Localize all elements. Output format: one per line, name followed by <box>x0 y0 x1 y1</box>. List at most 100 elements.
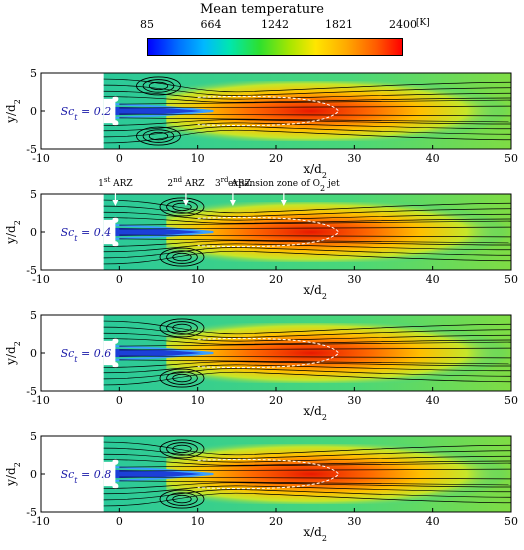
vortex-lower <box>166 492 198 506</box>
streamline <box>103 332 512 342</box>
y-tick-label: 5 <box>30 188 37 201</box>
colorbar-unit: [K] <box>416 18 430 28</box>
streamline <box>119 238 512 244</box>
flame-core <box>166 202 512 262</box>
x-tick-label: 0 <box>116 515 123 528</box>
vortex-upper <box>159 439 205 459</box>
zone-annotation-label: 3rd ARZ <box>215 176 251 189</box>
x-tick-label: 20 <box>269 273 283 286</box>
y-tick-label: -5 <box>26 264 37 277</box>
y-tick-label: 5 <box>30 67 37 80</box>
x-tick-label: 40 <box>426 515 440 528</box>
injector-lip <box>112 95 119 102</box>
streamline <box>103 320 512 335</box>
y-tick-label: -5 <box>26 143 37 156</box>
injector-lip <box>112 120 119 127</box>
colorbar-tick: 664 <box>200 18 222 31</box>
vortex-upper <box>172 323 192 333</box>
streamline <box>119 113 512 117</box>
x-tick-label: 20 <box>269 515 283 528</box>
vortex-lower <box>172 252 192 262</box>
x-tick-label: 40 <box>426 394 440 407</box>
streamline <box>119 341 512 347</box>
y-tick-label: 0 <box>30 347 37 360</box>
label-box <box>58 98 103 124</box>
injector-lip <box>112 362 119 369</box>
x-tick-label: 40 <box>426 152 440 165</box>
vortex-upper <box>166 442 198 456</box>
vortex-upper <box>136 76 181 96</box>
y-axis-label: y/d2 <box>4 220 22 245</box>
zone-annotation-label: 1st ARZ <box>98 176 133 189</box>
label-box <box>58 461 103 487</box>
streamline <box>119 347 512 351</box>
y-tick-label: 5 <box>30 309 37 322</box>
streamline <box>103 78 512 93</box>
streamline <box>119 462 512 468</box>
schmidt-number-label: Sct = 0.4 <box>61 226 112 243</box>
streamline <box>103 250 512 265</box>
streamline <box>119 226 512 230</box>
streamline <box>103 441 512 456</box>
colorbar-title: Mean temperature <box>200 2 324 17</box>
streamline <box>119 355 512 359</box>
x-tick-label: 50 <box>504 515 518 528</box>
streamline <box>103 485 512 495</box>
vortex-lower <box>148 131 169 141</box>
x-tick-label: 10 <box>191 515 205 528</box>
vortex-upper <box>159 318 205 338</box>
x-tick-label: -10 <box>32 394 50 407</box>
streamline <box>119 480 512 486</box>
colorbar-tick: 1821 <box>325 18 353 31</box>
injector-wall <box>103 340 116 366</box>
schmidt-number-label: Sct = 0.6 <box>61 347 112 364</box>
vortex-upper <box>148 81 169 91</box>
colorbar-tick: 1242 <box>261 18 289 31</box>
injector-lip <box>112 483 119 490</box>
vortex-upper <box>172 202 192 212</box>
schmidt-number-label: Sct = 0.8 <box>61 468 112 485</box>
vortex-upper <box>166 200 198 214</box>
jet-shear-layer <box>115 345 214 361</box>
injector-wall <box>103 219 116 245</box>
recirculation-zones <box>159 318 205 388</box>
x-tick-label: 10 <box>191 273 205 286</box>
annotation-arrowhead <box>280 200 287 206</box>
x-axis-label: x/d2 <box>303 404 327 422</box>
y-tick-label: 5 <box>30 430 37 443</box>
x-tick-label: 10 <box>191 152 205 165</box>
x-tick-label: 50 <box>504 394 518 407</box>
x-tick-label: 30 <box>347 394 361 407</box>
x-axis-label: x/d2 <box>303 525 327 543</box>
flame-core <box>166 444 512 504</box>
stoichiometric-contour <box>197 216 340 248</box>
streamline <box>119 359 512 365</box>
vortex-lower <box>159 247 205 267</box>
annotation-arrowhead <box>112 200 119 206</box>
streamline <box>103 217 512 224</box>
annotation-arrowhead <box>182 200 189 206</box>
y-tick-label: -5 <box>26 385 37 398</box>
stoichiometric-contour <box>197 337 340 369</box>
x-tick-label: 30 <box>347 273 361 286</box>
x-tick-label: 30 <box>347 515 361 528</box>
x-tick-label: 30 <box>347 152 361 165</box>
streamline <box>119 99 512 105</box>
vortex-lower <box>172 373 192 383</box>
streamline <box>103 453 512 463</box>
y-axis-label: y/d2 <box>4 99 22 124</box>
streamline <box>103 459 512 466</box>
x-tick-label: 0 <box>116 394 123 407</box>
injector-lip <box>112 458 119 465</box>
streamline <box>103 364 512 374</box>
x-tick-label: 40 <box>426 273 440 286</box>
injector-lip <box>112 241 119 248</box>
streamline <box>119 234 512 238</box>
recirculation-zones <box>159 439 205 509</box>
streamline <box>103 84 512 96</box>
injector-wall <box>103 98 116 124</box>
